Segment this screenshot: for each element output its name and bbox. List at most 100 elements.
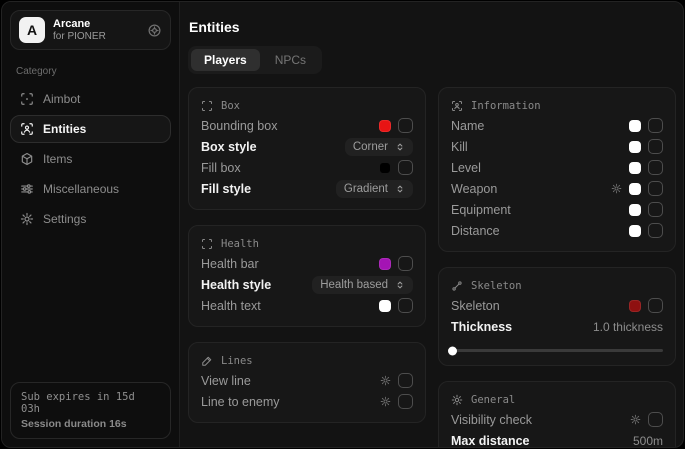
sidebar-item-items[interactable]: Items xyxy=(10,145,171,173)
health-text-checkbox[interactable] xyxy=(398,298,413,313)
view-line-checkbox[interactable] xyxy=(398,373,413,388)
row-label: Health bar xyxy=(201,256,259,271)
panel-skeleton: Skeleton Skeleton Thickness 1.0 thicknes… xyxy=(438,267,676,366)
row-skeleton: Skeleton xyxy=(451,295,663,316)
row-label: Level xyxy=(451,160,481,175)
row-distance: Distance xyxy=(451,220,663,241)
dropdown-value: Corner xyxy=(352,140,388,153)
sidebar-nav: Aimbot Entities Items Miscellaneous Sett… xyxy=(10,85,171,233)
distance-checkbox[interactable] xyxy=(648,223,663,238)
sidebar: A Arcane for PIONER Category Aimbot Enti… xyxy=(2,2,180,447)
gear-icon[interactable] xyxy=(380,396,391,407)
page-title: Entities xyxy=(189,19,240,35)
fill-box-checkbox[interactable] xyxy=(398,160,413,175)
row-line-to-enemy: Line to enemy xyxy=(201,391,413,412)
cube-icon xyxy=(20,152,34,166)
sub-expiry-text: Sub expires in 15d 03h xyxy=(21,391,135,415)
color-swatch[interactable] xyxy=(629,182,641,195)
visibility-check-checkbox[interactable] xyxy=(648,412,663,427)
health-bar-checkbox[interactable] xyxy=(398,256,413,271)
sidebar-item-aimbot[interactable]: Aimbot xyxy=(10,85,171,113)
brand-subtitle: for PIONER xyxy=(53,31,106,42)
row-thickness: Thickness 1.0 thickness xyxy=(451,316,663,337)
color-swatch[interactable] xyxy=(629,140,641,153)
color-swatch[interactable] xyxy=(629,119,641,132)
bounding-box-checkbox[interactable] xyxy=(398,118,413,133)
row-label: Kill xyxy=(451,139,468,154)
row-label: Fill style xyxy=(201,181,252,196)
row-weapon: Weapon xyxy=(451,178,663,199)
panel-title: Lines xyxy=(221,355,253,367)
box-style-dropdown[interactable]: Corner xyxy=(344,137,413,156)
panel-lines: Lines View line Line to enemy xyxy=(188,342,426,423)
panel-information: Information Name Kill xyxy=(438,87,676,252)
color-swatch[interactable] xyxy=(379,119,391,132)
row-health-text: Health text xyxy=(201,295,413,316)
gear-icon xyxy=(20,212,34,226)
row-label: Max distance xyxy=(451,433,530,448)
tab-npcs[interactable]: NPCs xyxy=(274,53,307,67)
person-scan-icon xyxy=(20,122,34,136)
session-card: Sub expires in 15d 03h Session duration … xyxy=(10,382,171,439)
panel-box: Box Bounding box Box style Corne xyxy=(188,87,426,210)
color-swatch[interactable] xyxy=(379,257,391,270)
panel-columns: Box Bounding box Box style Corne xyxy=(188,87,676,448)
row-label: View line xyxy=(201,373,251,388)
panel-title: Box xyxy=(221,100,240,112)
color-swatch[interactable] xyxy=(629,299,641,312)
row-bounding-box: Bounding box xyxy=(201,115,413,136)
sidebar-item-settings[interactable]: Settings xyxy=(10,205,171,233)
brand-card: A Arcane for PIONER xyxy=(10,10,171,50)
chevrons-updown-icon xyxy=(395,280,405,290)
sidebar-item-miscellaneous[interactable]: Miscellaneous xyxy=(10,175,171,203)
color-swatch[interactable] xyxy=(629,224,641,237)
main-content: Entities Players NPCs Box Bounding box xyxy=(180,2,683,447)
brand-text: Arcane for PIONER xyxy=(53,18,106,42)
dropdown-value: Gradient xyxy=(343,182,388,195)
level-checkbox[interactable] xyxy=(648,160,663,175)
panel-general-header: General xyxy=(451,391,663,409)
gear-icon[interactable] xyxy=(630,414,641,425)
color-swatch[interactable] xyxy=(379,299,391,312)
dropdown-value: Health based xyxy=(320,278,388,291)
panel-health-header: Health xyxy=(201,235,413,253)
panel-title: Health xyxy=(221,238,259,250)
row-fill-style: Fill style Gradient xyxy=(201,178,413,199)
session-duration-text: Session duration 16s xyxy=(21,418,127,430)
row-visibility-check: Visibility check xyxy=(451,409,663,430)
settings-circle-icon[interactable] xyxy=(147,23,162,38)
name-checkbox[interactable] xyxy=(648,118,663,133)
color-swatch[interactable] xyxy=(629,161,641,174)
tab-players[interactable]: Players xyxy=(191,49,260,71)
kill-checkbox[interactable] xyxy=(648,139,663,154)
skeleton-checkbox[interactable] xyxy=(648,298,663,313)
color-swatch[interactable] xyxy=(379,161,391,174)
row-label: Health style xyxy=(201,277,272,292)
color-swatch[interactable] xyxy=(629,203,641,216)
row-label: Distance xyxy=(451,223,500,238)
slider-thumb[interactable] xyxy=(448,346,458,355)
panel-box-header: Box xyxy=(201,97,413,115)
row-label: Name xyxy=(451,118,485,133)
panel-skeleton-header: Skeleton xyxy=(451,277,663,295)
row-health-style: Health style Health based xyxy=(201,274,413,295)
panel-title: Information xyxy=(471,100,541,112)
health-style-dropdown[interactable]: Health based xyxy=(312,275,413,294)
slider-track xyxy=(448,346,663,355)
thickness-slider[interactable] xyxy=(448,346,663,355)
gear-icon[interactable] xyxy=(611,183,622,194)
sidebar-item-label: Settings xyxy=(43,212,87,226)
row-equipment: Equipment xyxy=(451,199,663,220)
gear-icon[interactable] xyxy=(380,375,391,386)
category-label: Category xyxy=(16,66,57,77)
sidebar-item-entities[interactable]: Entities xyxy=(10,115,171,143)
equipment-checkbox[interactable] xyxy=(648,202,663,217)
weapon-checkbox[interactable] xyxy=(648,181,663,196)
viewfinder-icon xyxy=(201,100,213,112)
row-label: Line to enemy xyxy=(201,394,280,409)
line-to-enemy-checkbox[interactable] xyxy=(398,394,413,409)
fill-style-dropdown[interactable]: Gradient xyxy=(335,179,413,198)
row-fill-box: Fill box xyxy=(201,157,413,178)
panel-title: Skeleton xyxy=(471,280,522,292)
row-max-distance: Max distance 500m xyxy=(451,430,663,448)
